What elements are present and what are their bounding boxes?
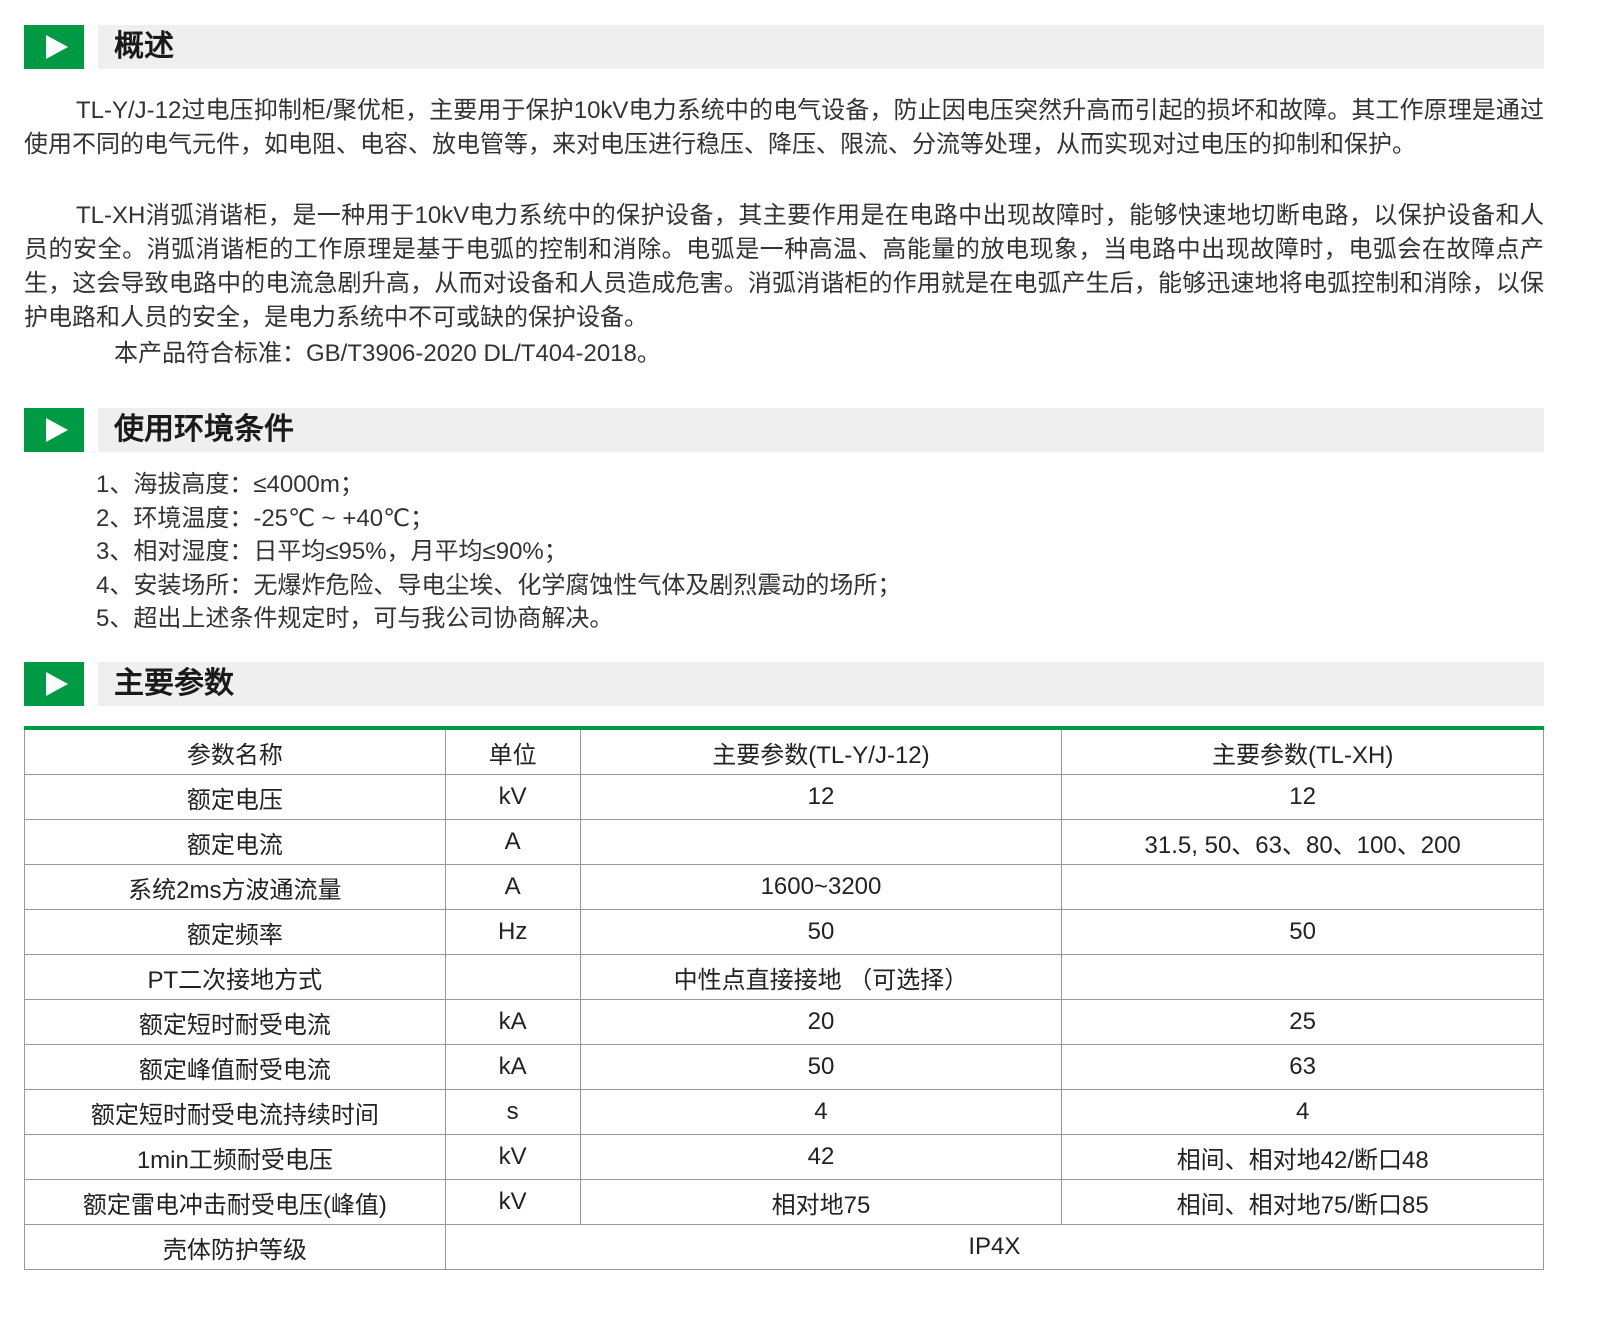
header-cell: 单位 [444, 727, 581, 775]
table-cell: 中性点直接接地 （可选择） [579, 954, 1063, 1000]
section-header-parameters: 主要参数 [24, 662, 1544, 706]
table-cell: kA [444, 999, 581, 1045]
table-row: 额定电流 A 31.5, 50、63、80、100、200 [24, 819, 1544, 865]
header-cell: 主要参数(TL-Y/J-12) [579, 727, 1063, 775]
table-cell: 1min工频耐受电压 [24, 1134, 446, 1180]
table-cell: 4 [579, 1089, 1063, 1135]
table-cell: 相对地75 [579, 1179, 1063, 1225]
table-cell: kV [444, 1179, 581, 1225]
table-row: 壳体防护等级 IP4X [24, 1224, 1545, 1270]
table-cell: kA [444, 1044, 581, 1090]
section-title: 使用环境条件 [114, 413, 294, 446]
table-cell: IP4X [444, 1224, 1545, 1270]
table-cell: 50 [1061, 909, 1544, 955]
overview-paragraph: TL-XH消弧消谐柜，是一种用于10kV电力系统中的保护设备，其主要作用是在电路… [24, 202, 1544, 331]
header-cell: 参数名称 [24, 727, 446, 775]
table-cell: 相间、相对地75/断口85 [1061, 1179, 1544, 1225]
table-cell: 4 [1061, 1089, 1544, 1135]
section-title: 概述 [114, 30, 174, 63]
table-cell: 12 [579, 774, 1063, 820]
table-row: 额定峰值耐受电流 kA 50 63 [24, 1044, 1544, 1090]
table-cell: A [444, 819, 581, 865]
section-header-conditions: 使用环境条件 [24, 408, 1544, 452]
table-row: 额定频率 Hz 50 50 [24, 909, 1544, 955]
table-cell: 系统2ms方波通流量 [24, 864, 446, 910]
table-header-row: 参数名称 单位 主要参数(TL-Y/J-12) 主要参数(TL-XH) [24, 727, 1544, 775]
table-cell: 额定电压 [24, 774, 446, 820]
table-cell: 额定雷电冲击耐受电压(峰值) [24, 1179, 446, 1225]
table-cell: kV [444, 1134, 581, 1180]
table-row: 系统2ms方波通流量 A 1600~3200 [24, 864, 1544, 910]
table-cell: s [444, 1089, 581, 1135]
standards-text: 本产品符合标准：GB/T3906-2020 DL/T404-2018。 [114, 340, 661, 367]
table-cell: 额定电流 [24, 819, 446, 865]
table-cell: 额定短时耐受电流 [24, 999, 446, 1045]
table-cell: kV [444, 774, 581, 820]
table-cell: 额定短时耐受电流持续时间 [24, 1089, 446, 1135]
table-cell [444, 954, 581, 1000]
header-cell: 主要参数(TL-XH) [1061, 727, 1544, 775]
list-item: 4、安装场所：无爆炸危险、导电尘埃、化学腐蚀性气体及剧烈震动的场所； [96, 571, 902, 599]
table-cell: 1600~3200 [579, 864, 1063, 910]
table-row: 1min工频耐受电压 kV 42 相间、相对地42/断口48 [24, 1134, 1544, 1180]
table-cell [1061, 864, 1544, 910]
table-cell: 42 [579, 1134, 1063, 1180]
overview-paragraph: TL-Y/J-12过电压抑制柜/聚优柜，主要用于保护10kV电力系统中的电气设备… [24, 97, 1544, 158]
table-cell: 相间、相对地42/断口48 [1061, 1134, 1544, 1180]
play-icon [24, 408, 84, 452]
table-cell: 50 [579, 1044, 1063, 1090]
table-row: 额定电压 kV 12 12 [24, 774, 1544, 820]
table-row: 额定短时耐受电流持续时间 s 4 4 [24, 1089, 1544, 1135]
table-cell: Hz [444, 909, 581, 955]
table-cell: 额定峰值耐受电流 [24, 1044, 446, 1090]
table-cell: 63 [1061, 1044, 1544, 1090]
list-item: 2、环境温度：-25℃ ~ +40℃； [96, 504, 435, 532]
table-row: PT二次接地方式 中性点直接接地 （可选择） [24, 954, 1544, 1000]
table-row: 额定短时耐受电流 kA 20 25 [24, 999, 1544, 1045]
table-cell: 50 [579, 909, 1063, 955]
play-icon [24, 25, 84, 69]
table-cell: 20 [579, 999, 1063, 1045]
table-cell: A [444, 864, 581, 910]
play-icon [24, 662, 84, 706]
list-item: 1、海拔高度：≤4000m； [96, 471, 364, 498]
section-header-overview: 概述 [24, 25, 1544, 69]
table-cell: 25 [1061, 999, 1544, 1045]
table-cell: 额定频率 [24, 909, 446, 955]
section-title: 主要参数 [114, 667, 234, 700]
list-item: 3、相对湿度：日平均≤95%，月平均≤90%； [96, 538, 568, 565]
table-cell: 12 [1061, 774, 1544, 820]
list-item: 5、超出上述条件规定时，可与我公司协商解决。 [96, 605, 614, 632]
parameters-table: 参数名称 单位 主要参数(TL-Y/J-12) 主要参数(TL-XH) 额定电压… [24, 726, 1545, 1270]
table-cell [1061, 954, 1544, 1000]
table-cell: 31.5, 50、63、80、100、200 [1061, 819, 1544, 865]
table-cell: PT二次接地方式 [24, 954, 446, 1000]
conditions-list: 1、海拔高度：≤4000m； 2、环境温度：-25℃ ~ +40℃； 3、相对湿… [96, 468, 901, 636]
table-cell [579, 819, 1063, 865]
table-row: 额定雷电冲击耐受电压(峰值) kV 相对地75 相间、相对地75/断口85 [24, 1179, 1544, 1225]
table-cell: 壳体防护等级 [24, 1224, 446, 1270]
